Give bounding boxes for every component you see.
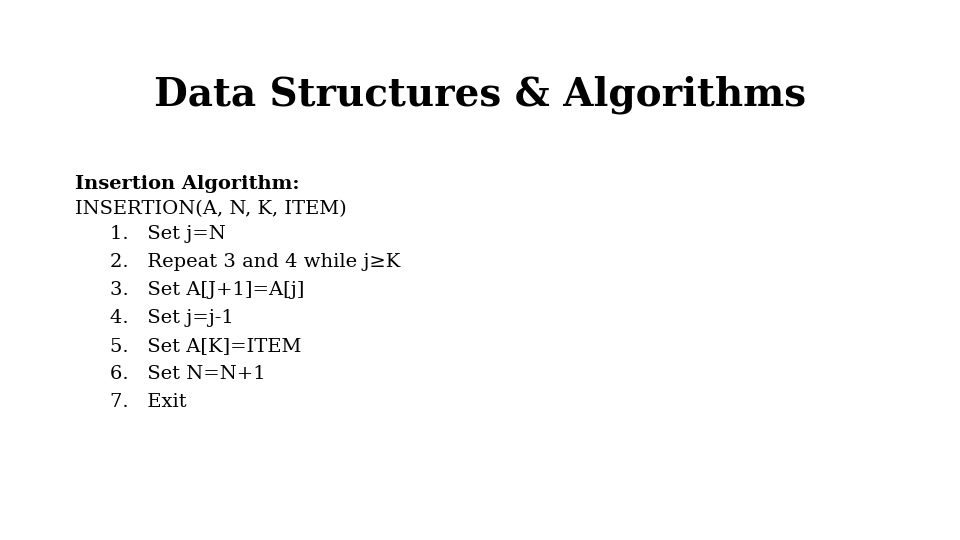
Text: Insertion Algorithm:: Insertion Algorithm: <box>75 175 300 193</box>
Text: INSERTION(A, N, K, ITEM): INSERTION(A, N, K, ITEM) <box>75 200 347 218</box>
Text: 7.   Exit: 7. Exit <box>110 393 186 411</box>
Text: 3.   Set A[J+1]=A[j]: 3. Set A[J+1]=A[j] <box>110 281 304 299</box>
Text: 2.   Repeat 3 and 4 while j≥K: 2. Repeat 3 and 4 while j≥K <box>110 253 400 271</box>
Text: Data Structures & Algorithms: Data Structures & Algorithms <box>154 76 806 114</box>
Text: 6.   Set N=N+1: 6. Set N=N+1 <box>110 365 266 383</box>
Text: 1.   Set j=N: 1. Set j=N <box>110 225 226 243</box>
Text: 4.   Set j=j-1: 4. Set j=j-1 <box>110 309 233 327</box>
Text: 5.   Set A[K]=ITEM: 5. Set A[K]=ITEM <box>110 337 301 355</box>
